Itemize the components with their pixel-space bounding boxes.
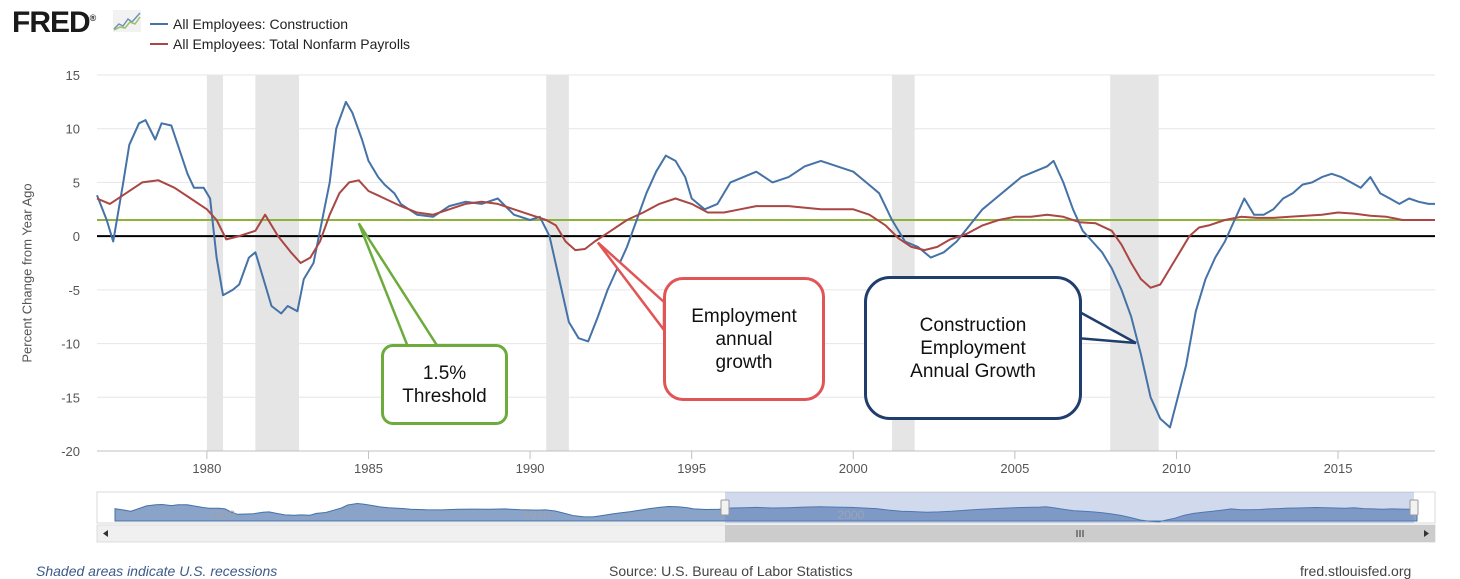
navigator-selection[interactable] xyxy=(725,492,1414,523)
fred-logo-mark: ® xyxy=(89,13,97,23)
legend-label-nonfarm: All Employees: Total Nonfarm Payrolls xyxy=(173,36,411,52)
callout-employment-growth: Employment annual growth xyxy=(663,277,825,401)
recession-band-1 xyxy=(255,75,299,451)
navigator-tick-label: 1990 xyxy=(523,508,550,522)
legend-item-construction[interactable]: All Employees: Construction xyxy=(150,14,410,34)
callout-threshold: 1.5% Threshold xyxy=(381,344,508,425)
y-tick-label: 0 xyxy=(73,229,80,244)
navigator-handle-left[interactable] xyxy=(720,499,730,516)
y-tick-label: 5 xyxy=(73,175,80,190)
fred-logo-text: FRED xyxy=(12,6,91,39)
callout-employment-pointer xyxy=(596,241,666,334)
callout-construction-text: Construction Employment Annual Growth xyxy=(910,314,1036,382)
x-tick-label: 1980 xyxy=(192,461,221,476)
y-tick-label: -10 xyxy=(61,337,80,352)
recession-band-4 xyxy=(1110,75,1159,451)
chart-legend: All Employees: Construction All Employee… xyxy=(150,14,410,54)
y-tick-label: -15 xyxy=(61,390,80,405)
x-tick-label: 1995 xyxy=(677,461,706,476)
fred-sparkline-icon xyxy=(113,10,141,32)
legend-swatch-construction xyxy=(150,23,168,25)
x-tick-label: 1990 xyxy=(516,461,545,476)
callout-threshold-text: 1.5% Threshold xyxy=(402,362,487,407)
legend-item-nonfarm[interactable]: All Employees: Total Nonfarm Payrolls xyxy=(150,34,410,54)
recession-note: Shaded areas indicate U.S. recessions xyxy=(36,563,278,579)
callout-employment-text: Employment annual growth xyxy=(691,305,797,373)
x-tick-label: 2005 xyxy=(1000,461,1029,476)
series-line-nonfarm[interactable] xyxy=(96,179,1435,289)
callout-construction-growth: Construction Employment Annual Growth xyxy=(864,276,1082,420)
x-tick-label: 2000 xyxy=(839,461,868,476)
navigator-handle-right[interactable] xyxy=(1409,499,1419,516)
series-line-construction[interactable] xyxy=(96,100,1435,429)
scroll-left-arrow-icon[interactable] xyxy=(103,530,108,537)
x-tick-label: 1985 xyxy=(354,461,383,476)
legend-label-construction: All Employees: Construction xyxy=(173,16,349,32)
recession-band-2 xyxy=(546,75,569,451)
fred-logo[interactable]: FRED® xyxy=(12,6,97,40)
callout-threshold-pointer xyxy=(357,222,441,349)
x-tick-label: 2015 xyxy=(1324,461,1353,476)
navigator-tick-label: 1980 xyxy=(209,508,236,522)
y-tick-label: 15 xyxy=(66,68,80,83)
legend-swatch-nonfarm xyxy=(150,43,168,45)
site-link[interactable]: fred.stlouisfed.org xyxy=(1300,563,1412,579)
scroll-right-arrow-icon[interactable] xyxy=(1424,530,1429,537)
x-tick-label: 2010 xyxy=(1162,461,1191,476)
y-tick-label: -5 xyxy=(68,283,80,298)
source-note: Source: U.S. Bureau of Labor Statistics xyxy=(609,563,853,579)
navigator-tick-label: 2000 xyxy=(838,508,865,522)
y-tick-label: 10 xyxy=(66,122,80,137)
y-tick-label: -20 xyxy=(61,444,80,459)
recession-band-0 xyxy=(206,75,224,451)
